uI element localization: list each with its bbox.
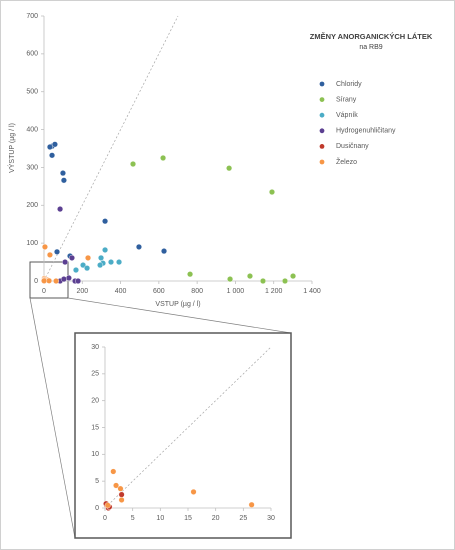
point [130, 161, 137, 168]
legend-marker [319, 97, 325, 102]
point [268, 189, 275, 196]
point [104, 502, 111, 509]
legend-marker [319, 144, 325, 149]
x-tick-label: 0 [103, 515, 107, 522]
x-tick-label: 0 [42, 288, 46, 295]
x-tick-label: 600 [153, 288, 165, 295]
point [190, 488, 197, 495]
y-tick-label: 300 [26, 164, 38, 171]
y-tick-label: 500 [26, 89, 38, 96]
chart-subtitle: na RB9 [359, 44, 382, 51]
legend-label: Chloridy [336, 81, 362, 88]
y-tick-label: 10 [91, 451, 99, 458]
point [248, 501, 255, 508]
point [84, 265, 91, 272]
point [68, 254, 75, 261]
point [160, 154, 167, 161]
point [46, 251, 53, 258]
y-tick-label: 5 [95, 478, 99, 485]
point [46, 277, 53, 284]
legend-marker [319, 128, 325, 134]
x-tick-label: 800 [191, 288, 203, 295]
y-tick-label: 600 [26, 51, 38, 58]
point [102, 218, 109, 225]
zoom-connector [29, 297, 76, 539]
point [259, 278, 266, 285]
point [51, 141, 58, 148]
point [75, 278, 82, 285]
y-tick-label: 0 [34, 278, 38, 285]
point [97, 262, 104, 269]
x-tick-label: 15 [184, 515, 192, 522]
chart-title: ZMĚNY ANORGANICKÝCH LÁTEK [310, 32, 433, 41]
x-tick-label: 200 [76, 288, 88, 295]
legend-marker [319, 81, 325, 87]
point [116, 259, 123, 266]
point [41, 277, 48, 284]
point [80, 262, 87, 269]
point [135, 243, 142, 250]
point [54, 248, 61, 255]
zoom-connector [67, 297, 292, 334]
x-tick-label: 1 400 [303, 288, 321, 295]
point [46, 143, 53, 150]
point [62, 259, 69, 266]
x-tick-label: 1 000 [227, 288, 245, 295]
y-tick-label: 25 [91, 371, 99, 378]
x-tick-label: 10 [156, 515, 164, 522]
diagonal [43, 15, 179, 282]
point [113, 482, 120, 489]
inset-frame [74, 332, 292, 539]
point [102, 246, 109, 253]
x-axis-label: VSTUP (µg / l) [155, 301, 200, 308]
y-tick-label: 15 [91, 424, 99, 431]
x-tick-label: 1 200 [265, 288, 283, 295]
point [60, 177, 67, 184]
point [110, 468, 117, 475]
point [85, 254, 92, 261]
y-tick-label: 400 [26, 126, 38, 133]
legend-label: Sírany [336, 96, 357, 103]
point [161, 248, 168, 255]
y-tick-label: 0 [95, 505, 99, 512]
point [246, 273, 253, 280]
y-tick-label: 200 [26, 202, 38, 209]
legend-marker [319, 159, 325, 165]
point [187, 271, 194, 278]
point [118, 491, 125, 498]
x-tick-label: 20 [212, 515, 220, 522]
y-tick-label: 700 [26, 13, 38, 20]
point [65, 274, 72, 281]
legend-label: Dusičnany [336, 143, 369, 150]
point [59, 170, 66, 177]
point [117, 485, 124, 492]
point [227, 276, 234, 283]
y-tick-label: 20 [91, 398, 99, 405]
point [107, 259, 114, 266]
legend-label: Hydrogenuhličitany [336, 128, 396, 135]
y-axis-label: VÝSTUP (µg / l) [7, 123, 16, 173]
point [60, 276, 67, 283]
point [290, 273, 297, 280]
x-tick-label: 400 [115, 288, 127, 295]
legend-label: Železo [336, 157, 357, 166]
point [226, 165, 233, 172]
point [72, 267, 79, 274]
x-tick-label: 5 [131, 515, 135, 522]
point [98, 254, 105, 261]
point [118, 496, 125, 503]
point [41, 243, 48, 250]
x-tick-label: 25 [239, 515, 247, 522]
point [49, 152, 56, 159]
y-tick-label: 100 [26, 240, 38, 247]
legend-marker [319, 112, 325, 118]
point [282, 278, 289, 285]
legend-label: Vápník [336, 112, 358, 119]
y-tick-label: 30 [91, 344, 99, 351]
x-tick-label: 30 [267, 515, 275, 522]
diagonal [104, 346, 272, 509]
point [57, 206, 64, 213]
point [53, 278, 60, 285]
